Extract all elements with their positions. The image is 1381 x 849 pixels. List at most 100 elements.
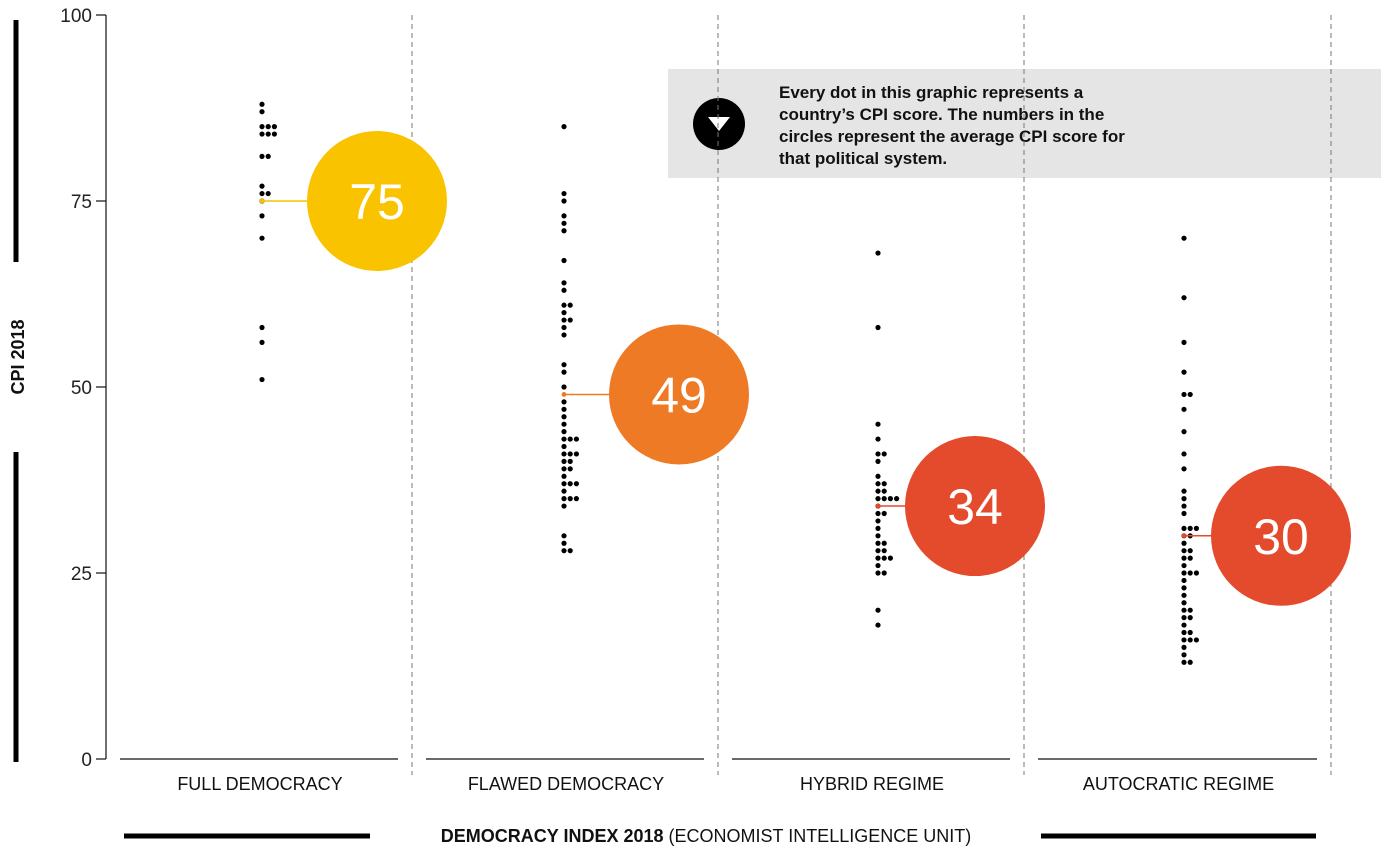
data-point [561,533,567,539]
data-point [561,451,567,457]
y-tick-label: 0 [81,750,92,771]
y-tick-label: 50 [71,378,92,399]
data-point [875,421,881,427]
average-label: 49 [651,367,707,423]
data-point [1181,466,1187,472]
data-point [265,131,271,137]
x-axis-title-bold: DEMOCRACY INDEX 2018 [441,826,664,846]
data-point [881,555,887,561]
data-point [567,302,573,308]
data-point [1181,510,1187,517]
data-point [259,153,265,159]
data-point [881,548,887,554]
data-point [1193,525,1199,531]
y-tick-label: 25 [71,564,92,585]
down-arrow-icon [693,98,745,150]
data-point [1181,629,1187,636]
data-point [561,228,567,234]
data-point [567,548,573,554]
data-point [561,488,567,494]
data-point [1187,391,1193,398]
data-point [1193,570,1199,576]
data-point [561,436,567,442]
data-point [259,131,265,137]
data-point [561,198,567,204]
data-point [1187,615,1193,621]
data-point [561,384,567,390]
data-point [561,466,567,472]
data-point [573,481,580,487]
data-point [561,332,567,338]
data-point [1187,548,1193,554]
data-point [1181,615,1187,621]
data-point [567,317,573,323]
data-point [1181,406,1187,412]
data-point [1193,637,1199,643]
data-point [875,548,881,554]
data-point [265,124,271,130]
data-point [561,362,567,368]
data-point [561,220,567,226]
data-point [875,473,881,479]
data-point [1181,555,1187,561]
data-point [1181,496,1187,502]
average-marker [875,503,881,509]
data-point [561,496,567,502]
data-point [561,421,567,427]
data-point [875,436,881,442]
data-point [881,540,887,546]
data-point [265,190,271,197]
category-label: FLAWED DEMOCRACY [468,774,664,794]
data-point [875,496,881,502]
data-point [1181,451,1187,457]
data-point [259,213,265,219]
note-text: Every dot in this graphic represents a c… [779,83,1125,168]
data-point [567,496,573,502]
data-point [561,540,567,546]
data-point [561,458,567,464]
data-point [894,496,900,502]
data-point [561,124,567,130]
data-point [875,518,881,524]
data-point [561,429,567,435]
data-point [259,339,265,345]
category-label: FULL DEMOCRACY [177,774,342,794]
data-point [561,310,567,316]
data-point [875,481,881,487]
data-point [875,555,881,561]
data-point [1187,525,1193,531]
category-label: HYBRID REGIME [800,774,944,794]
data-point [875,607,881,613]
data-point [1181,622,1187,628]
data-point [1181,488,1187,494]
data-point [1181,429,1187,435]
average-circle [307,131,447,271]
category-label: AUTOCRATIC REGIME [1083,774,1274,794]
data-point [1181,525,1187,531]
x-axis-title-rest: (ECONOMIST INTELLIGENCE UNIT) [664,826,972,846]
data-point [1181,562,1187,569]
data-point [875,570,881,576]
data-point [561,324,567,331]
data-point [1181,369,1187,375]
data-point [881,570,887,576]
data-point [1187,659,1193,665]
data-point [561,287,567,293]
data-point [1181,577,1187,584]
data-point [1181,570,1187,576]
data-point [567,458,573,464]
data-point [1181,503,1187,509]
data-point [573,436,580,442]
data-point [881,488,887,494]
data-point [561,369,567,375]
data-point [1181,540,1187,546]
data-point [561,503,567,509]
data-point [259,183,265,189]
average-marker [561,392,567,397]
data-point [561,280,567,286]
data-point [259,190,265,197]
data-point [1181,295,1187,301]
data-point [259,324,265,331]
data-point [1187,570,1193,576]
data-point [1181,652,1187,658]
